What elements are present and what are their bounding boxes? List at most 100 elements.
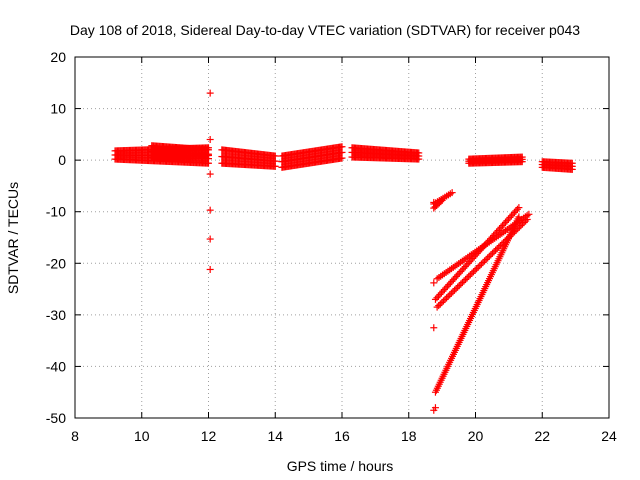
track-point (498, 222, 506, 230)
track-point (479, 243, 487, 251)
track-point (439, 287, 447, 295)
tick-labels: 8 10 12 14 16 18 20 22 24 20 10 0 -10 -20 -30 -40 -50 (46, 49, 617, 444)
track-point (481, 257, 489, 265)
track-point (506, 213, 514, 221)
track-point (497, 223, 505, 231)
track-point (445, 281, 453, 289)
data-point (206, 136, 214, 144)
x-tick-label: 10 (134, 428, 150, 444)
track-point (517, 222, 525, 230)
data-point (206, 170, 214, 178)
track-point (466, 258, 474, 266)
band-point (338, 143, 346, 151)
track-point (448, 189, 456, 197)
track-point (452, 272, 460, 280)
track-point (455, 269, 463, 277)
x-tick-label: 22 (534, 428, 550, 444)
track-point (441, 295, 449, 303)
track-point (439, 297, 447, 305)
band-point (518, 153, 526, 161)
track-point (451, 286, 459, 294)
track-point (472, 251, 480, 259)
band-point (415, 149, 423, 157)
track-point (492, 246, 500, 254)
track-point (451, 274, 459, 282)
track-point (465, 272, 473, 280)
track-point (476, 246, 484, 254)
track-point (522, 217, 530, 225)
track-point (446, 291, 454, 299)
track-point (443, 294, 451, 302)
track-point (433, 294, 441, 302)
x-tick-label: 12 (201, 428, 217, 444)
track-point (479, 259, 487, 267)
track-point (485, 236, 493, 244)
track-point (468, 269, 476, 277)
track-point (510, 209, 518, 217)
x-tick-label: 24 (601, 428, 617, 444)
data-point (430, 198, 438, 206)
x-tick-label: 20 (468, 428, 484, 444)
track-point (490, 248, 498, 256)
track-point (491, 230, 499, 238)
track-point (455, 282, 463, 290)
track-point (458, 279, 466, 287)
y-tick-label: -50 (46, 410, 66, 426)
track-point (460, 264, 468, 272)
track-point (434, 292, 442, 300)
track-point (435, 302, 443, 310)
track-point (446, 279, 454, 287)
y-tick-label: -40 (46, 358, 66, 374)
data-point (206, 89, 214, 97)
track-point (512, 207, 520, 215)
track-point (454, 283, 462, 291)
track-point (452, 285, 460, 293)
track-point (469, 268, 477, 276)
track-point (501, 218, 509, 226)
y-tick-label: -20 (46, 255, 66, 271)
track-point (463, 261, 471, 269)
track-point (462, 275, 470, 283)
track-point (438, 196, 446, 204)
track-point (449, 288, 457, 296)
track-point (500, 220, 508, 228)
track-point (487, 235, 495, 243)
chart-title: Day 108 of 2018, Sidereal Day-to-day VTE… (70, 22, 580, 38)
track-point (473, 249, 481, 257)
data-point (206, 265, 214, 273)
y-tick-label: 0 (58, 152, 66, 168)
track-point (433, 303, 441, 311)
band-point (205, 146, 212, 154)
track-point (447, 289, 455, 297)
track-point (461, 263, 469, 271)
track-point (464, 259, 472, 267)
data-point (431, 404, 439, 412)
track-point (523, 215, 531, 223)
track-point (475, 248, 483, 256)
track-point (473, 265, 481, 273)
track-point (436, 290, 444, 298)
track-point (525, 210, 533, 218)
track-point (490, 231, 498, 239)
track-point (493, 228, 501, 236)
x-tick-label: 8 (71, 428, 79, 444)
track-point (440, 286, 448, 294)
track-point (495, 243, 503, 251)
track-point (513, 205, 521, 213)
track-point (437, 289, 445, 297)
track-point (437, 198, 445, 206)
band-point (568, 159, 576, 167)
track-point (507, 212, 515, 220)
track-point (466, 271, 474, 279)
y-tick-label: -10 (46, 204, 66, 220)
track-point (503, 217, 511, 225)
track-point (482, 240, 490, 248)
track-point (469, 254, 477, 262)
track-point (438, 299, 446, 307)
grid-lines (75, 57, 609, 418)
x-tick-label: 16 (334, 428, 350, 444)
track-point (431, 295, 439, 303)
track-point (487, 251, 495, 259)
track-point (458, 266, 466, 274)
